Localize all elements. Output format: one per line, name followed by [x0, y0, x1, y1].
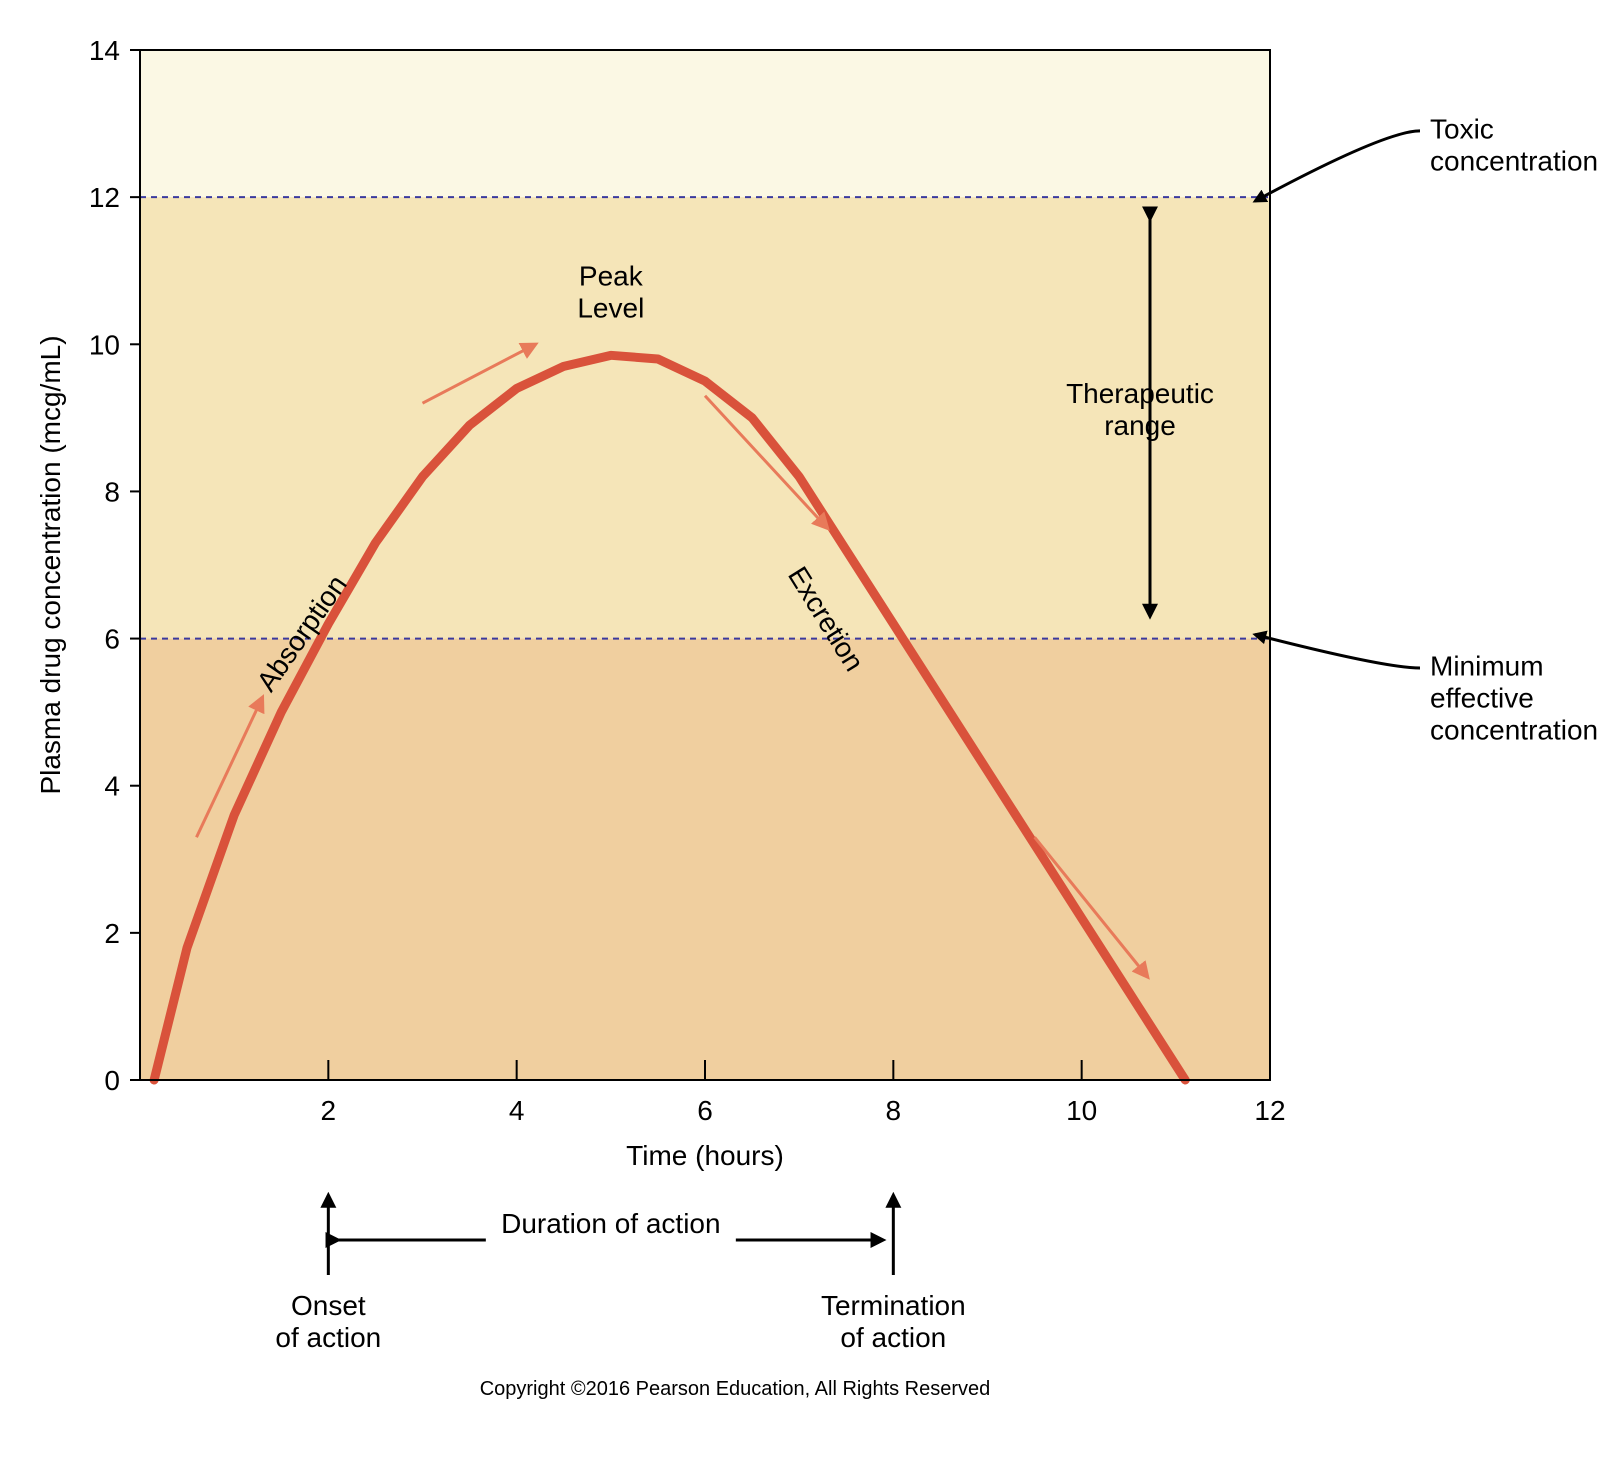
- band-therapeutic: [140, 197, 1270, 638]
- ytick-label: 12: [89, 182, 120, 213]
- band-bottom: [140, 639, 1270, 1080]
- ytick-label: 10: [89, 329, 120, 360]
- xtick-label: 10: [1066, 1095, 1097, 1126]
- ytick-label: 4: [104, 771, 120, 802]
- onset-label: Onsetof action: [275, 1290, 381, 1353]
- xtick-label: 4: [509, 1095, 525, 1126]
- toxic-pointer: [1255, 131, 1420, 201]
- toxic-label: Toxicconcentration: [1430, 113, 1598, 176]
- mec-pointer: [1255, 635, 1420, 668]
- x-axis-label: Time (hours): [626, 1140, 784, 1171]
- y-axis-label: Plasma drug concentration (mcg/mL): [35, 335, 66, 794]
- duration-label: Duration of action: [501, 1208, 720, 1239]
- band-top: [140, 50, 1270, 197]
- ytick-label: 0: [104, 1065, 120, 1096]
- pharmacokinetics-chart: 0 2 4 6 8 10 12 14 2 4 6 8 10 12 Time (hours) Plasma dr…: [20, 20, 1613, 1447]
- chart-svg: 0 2 4 6 8 10 12 14 2 4 6 8 10 12 Time (hours) Plasma dr…: [20, 20, 1613, 1447]
- mec-label: Minimumeffectiveconcentration: [1430, 650, 1598, 745]
- xtick-label: 8: [886, 1095, 902, 1126]
- ytick-label: 6: [104, 624, 120, 655]
- ytick-label: 2: [104, 918, 120, 949]
- peak-label: PeakLevel: [577, 260, 644, 323]
- xtick-label: 12: [1254, 1095, 1285, 1126]
- copyright-text: Copyright ©2016 Pearson Education, All R…: [480, 1378, 991, 1400]
- termination-label: Terminationof action: [821, 1290, 966, 1353]
- ytick-label: 14: [89, 35, 120, 66]
- ytick-label: 8: [104, 476, 120, 507]
- xtick-label: 2: [321, 1095, 337, 1126]
- xtick-label: 6: [697, 1095, 713, 1126]
